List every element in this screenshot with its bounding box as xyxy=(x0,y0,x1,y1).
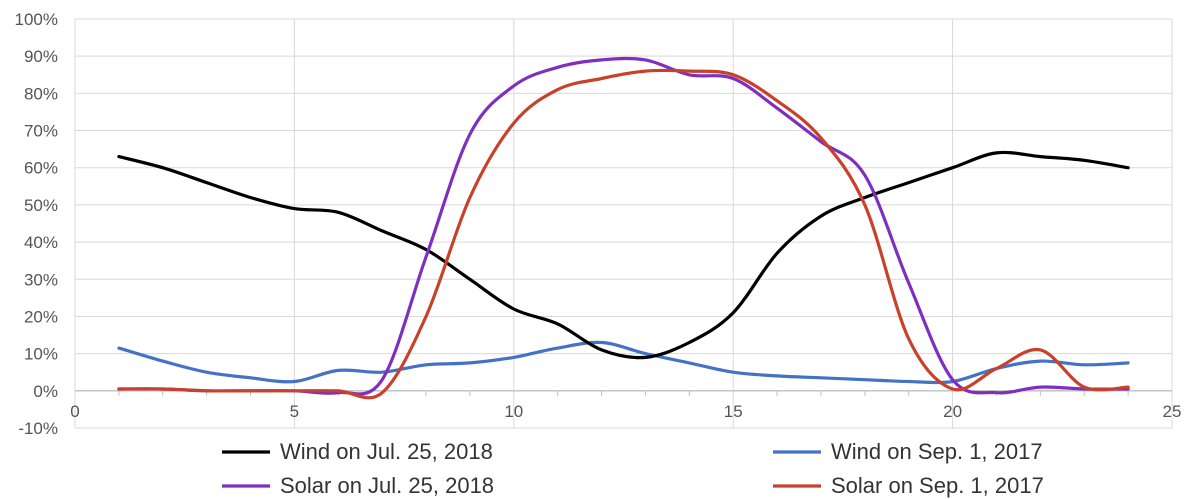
series-line-solar-on-jul-25-2018 xyxy=(117,56,1130,396)
y-tick-label: 10% xyxy=(24,345,58,364)
y-tick-label: 70% xyxy=(24,122,58,141)
x-tick-label: 20 xyxy=(943,402,962,421)
legend-label-wind-on-sep-1-2017: Wind on Sep. 1, 2017 xyxy=(831,439,1043,464)
y-tick-label: 90% xyxy=(24,47,58,66)
series-lines xyxy=(117,56,1130,400)
legend: Wind on Jul. 25, 2018 Wind on Sep. 1, 201… xyxy=(222,439,1044,498)
x-tick-label: 25 xyxy=(1163,402,1182,421)
y-tick-label: 100% xyxy=(15,10,58,29)
x-tick-label: 15 xyxy=(724,402,743,421)
x-tick-label: 0 xyxy=(70,402,79,421)
y-tick-label: 0% xyxy=(33,382,58,401)
y-tick-label: 40% xyxy=(24,233,58,252)
legend-label-wind-on-jul-25-2018: Wind on Jul. 25, 2018 xyxy=(280,439,493,464)
gridlines xyxy=(74,18,1173,429)
series-line-solar-on-sep-1-2017 xyxy=(117,68,1130,400)
axes: -10% 0% 10% 20% 30% 40% 50% 60% 70% 80% 90% 100% 0 5 1… xyxy=(15,10,1182,438)
x-tick-label: 10 xyxy=(504,402,523,421)
x-tick-label: 5 xyxy=(290,402,299,421)
y-tick-label: 80% xyxy=(24,84,58,103)
y-tick-label: 30% xyxy=(24,270,58,289)
legend-label-solar-on-jul-25-2018: Solar on Jul. 25, 2018 xyxy=(280,473,494,498)
y-tick-label: 50% xyxy=(24,196,58,215)
series-line-wind-on-sep-1-2017 xyxy=(117,340,1130,385)
y-tick-label: -10% xyxy=(18,419,58,438)
y-tick-label: 60% xyxy=(24,159,58,178)
series-line-wind-on-jul-25-2018 xyxy=(117,150,1130,360)
y-tick-label: 20% xyxy=(24,307,58,326)
legend-label-solar-on-sep-1-2017: Solar on Sep. 1, 2017 xyxy=(831,473,1044,498)
